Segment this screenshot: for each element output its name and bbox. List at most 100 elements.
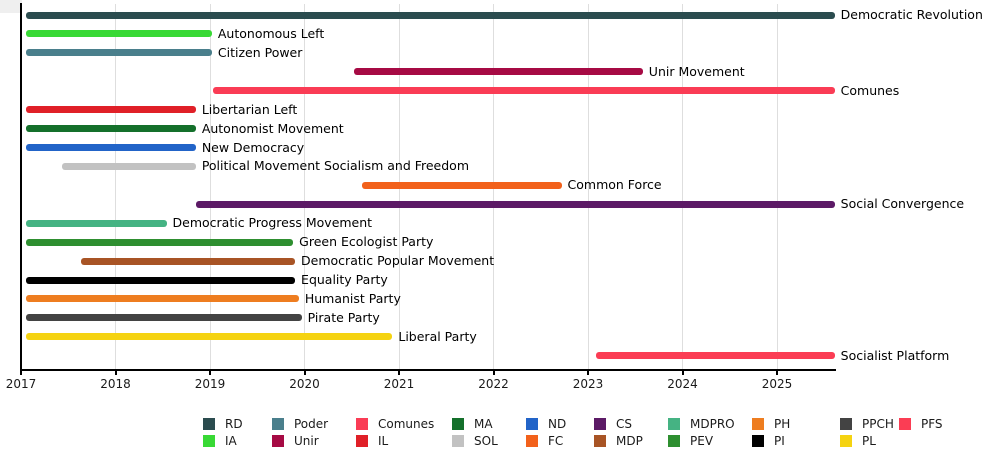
legend-swatch-ph — [752, 418, 764, 430]
legend-swatch-nd — [526, 418, 538, 430]
x-tick-label-2019: 2019 — [194, 377, 226, 391]
x-tick-label-2024: 2024 — [667, 377, 698, 391]
x-tick-label-2025: 2025 — [761, 377, 793, 391]
legend-swatch-pev — [668, 434, 680, 447]
x-tick-label-2022: 2022 — [478, 377, 509, 391]
timeline-bar-cs — [195, 200, 835, 208]
row-label-fc: Common Force — [567, 177, 662, 193]
timeline-bar-ph — [25, 295, 299, 303]
timeline-bar-rd — [25, 11, 835, 19]
timeline-bar-mdpro — [25, 219, 167, 227]
row-label-ppch: Pirate Party — [307, 309, 380, 325]
x-axis-line — [20, 369, 836, 371]
x-tick-2017 — [20, 371, 22, 375]
legend-label-fc: FC — [548, 433, 564, 448]
corner-artifact — [0, 0, 22, 13]
x-tick-label-2017: 2017 — [5, 377, 37, 391]
legend-swatch-pi — [752, 434, 764, 447]
timeline-bar-pev — [25, 238, 294, 246]
plot-area: 2017 2018 2019 2020 2021 2022 2023 2024 2025 Demo… — [5, 3, 983, 391]
row-label-poder: Citizen Power — [217, 44, 303, 60]
legend-swatch-il — [356, 434, 368, 447]
legend-label-pi: PI — [774, 433, 785, 448]
timeline-bar-ma — [25, 125, 196, 133]
x-tick-2022 — [492, 371, 495, 375]
x-tick-2021 — [398, 371, 400, 375]
row-label-mdp: Democratic Popular Movement — [301, 253, 495, 269]
legend-swatch-mdpro — [668, 418, 680, 430]
legend-swatch-comunes — [356, 418, 368, 430]
timeline-bar-comunes — [212, 87, 835, 95]
x-tick-label-2021: 2021 — [383, 377, 415, 391]
legend-label-unir: Unir — [294, 433, 319, 448]
x-tick-2020 — [303, 371, 306, 375]
legend-swatch-unir — [272, 434, 284, 447]
legend-swatch-sol — [452, 434, 464, 447]
gridline-2020 — [304, 4, 305, 369]
row-label-ph: Humanist Party — [304, 290, 401, 306]
row-label-il: Libertarian Left — [201, 101, 298, 117]
x-tick-2025 — [776, 371, 778, 375]
row-label-nd: New Democracy — [201, 139, 305, 155]
legend-label-cs: CS — [616, 417, 632, 431]
legend-label-sol: SOL — [474, 433, 498, 448]
legend-swatch-ppch — [840, 418, 852, 430]
legend-swatch-pl — [840, 434, 852, 447]
x-tick-2023 — [587, 371, 589, 375]
gridline-2018 — [115, 4, 116, 369]
timeline-bar-pl — [25, 333, 393, 341]
legend-label-pev: PEV — [690, 433, 714, 448]
legend-label-pfs: PFS — [921, 417, 943, 431]
row-label-ma: Autonomist Movement — [201, 120, 344, 136]
timeline-bar-pi — [25, 276, 296, 284]
timeline-bar-sol — [61, 162, 196, 170]
legend-label-mdpro: MDPRO — [690, 417, 735, 431]
x-tick-label-2018: 2018 — [100, 377, 131, 391]
legend-swatch-ia — [203, 434, 215, 447]
x-tick-2019 — [209, 371, 211, 375]
legend-label-nd: ND — [548, 417, 567, 431]
timeline-bar-nd — [25, 144, 196, 151]
gridline-2019 — [209, 4, 211, 369]
x-tick-label-2020: 2020 — [289, 377, 320, 391]
timeline-bar-fc — [362, 181, 562, 189]
legend-label-ma: MA — [474, 417, 493, 431]
row-label-comunes: Comunes — [840, 82, 900, 98]
row-label-pi: Equality Party — [301, 272, 388, 288]
legend-label-poder: Poder — [294, 417, 329, 431]
x-tick-label-2023: 2023 — [572, 377, 604, 391]
row-label-rd: Democratic Revolution — [840, 7, 983, 22]
row-label-cs: Social Convergence — [840, 196, 965, 212]
x-tick-2018 — [114, 371, 117, 375]
y-axis-line — [20, 3, 22, 370]
legend-label-comunes: Comunes — [378, 417, 435, 431]
row-label-sol: Political Movement Socialism and Freedom — [201, 158, 470, 174]
timeline-bar-unir — [353, 68, 643, 76]
row-label-mdpro: Democratic Progress Movement — [172, 215, 373, 231]
gridline-2025 — [776, 4, 778, 369]
legend-swatch-mdp — [594, 434, 606, 447]
legend-swatch-rd — [203, 418, 215, 430]
legend-swatch-fc — [526, 434, 538, 447]
timeline-bar-ppch — [25, 314, 302, 322]
legend-label-rd: RD — [225, 417, 243, 431]
legend-swatch-ma — [452, 418, 464, 430]
gridline-2023 — [587, 4, 589, 369]
legend-swatch-cs — [594, 418, 606, 430]
row-label-ia: Autonomous Left — [217, 25, 325, 41]
row-label-pev: Green Ecologist Party — [299, 234, 434, 250]
legend-swatch-pfs — [899, 418, 911, 430]
legend: Partido político: RDIAPoderUnirComunesIL… — [0, 400, 1000, 450]
timeline-bar-mdp — [80, 257, 296, 265]
row-label-unir: Unir Movement — [648, 63, 745, 79]
gridline-2024 — [682, 4, 683, 369]
timeline-bar-pfs — [595, 352, 835, 360]
legend-label-ppch: PPCH — [862, 417, 894, 431]
timeline-bar-ia — [25, 30, 212, 38]
legend-label-ia: IA — [225, 433, 237, 448]
x-tick-2024 — [681, 371, 684, 375]
legend-label-ph: PH — [774, 417, 791, 431]
legend-label-il: IL — [378, 433, 389, 448]
row-label-pfs: Socialist Platform — [840, 347, 950, 363]
